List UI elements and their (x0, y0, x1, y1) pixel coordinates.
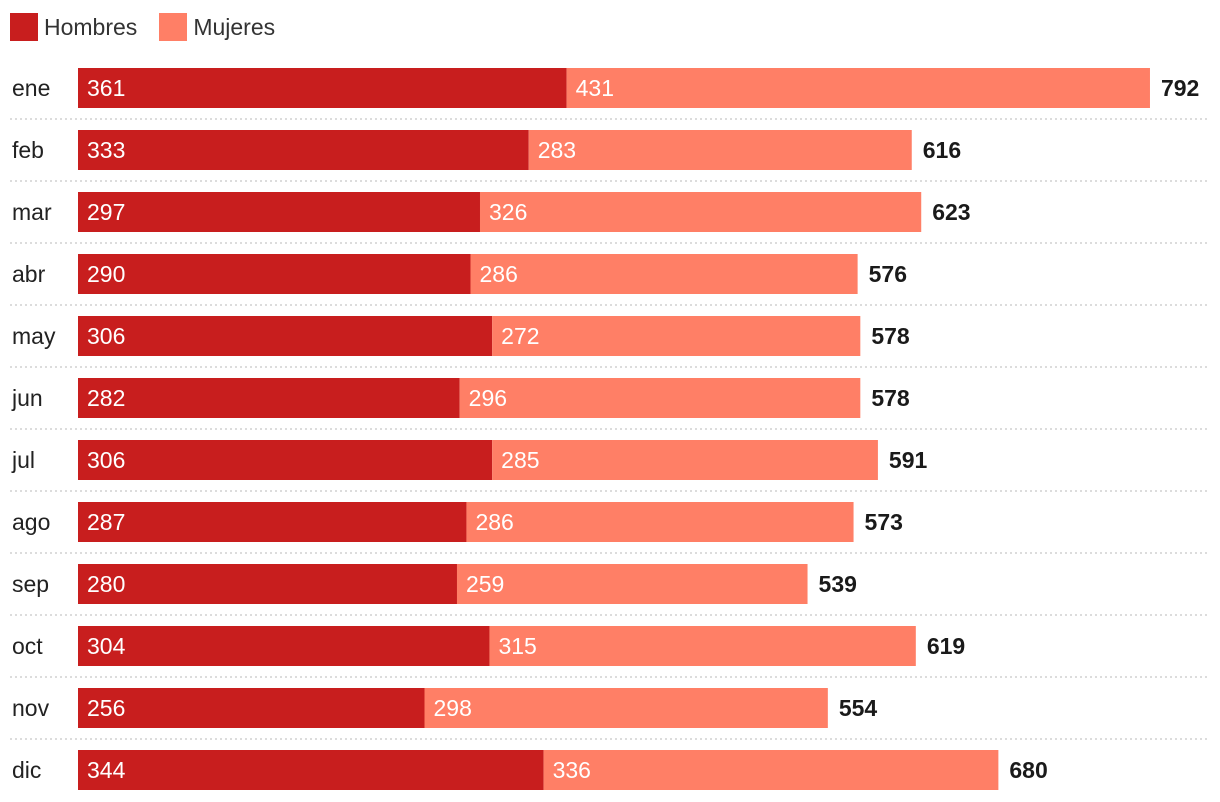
legend-item-hombres: Hombres (10, 13, 137, 41)
total-label-feb: 616 (923, 137, 961, 163)
value-label-mujeres-oct: 315 (498, 633, 536, 659)
category-label-feb: feb (12, 137, 44, 163)
legend-swatch-mujeres (159, 13, 188, 41)
bar-mujeres-jun (459, 378, 861, 418)
bar-mujeres-sep (456, 564, 808, 604)
legend-label-hombres: Hombres (44, 13, 138, 40)
total-label-nov: 554 (839, 695, 878, 721)
total-label-abr: 576 (869, 261, 907, 287)
bar-hombres-jun (78, 378, 460, 418)
value-label-hombres-nov: 256 (87, 695, 125, 721)
bar-mujeres-ago (466, 502, 854, 542)
bar-mujeres-ene (566, 68, 1150, 108)
category-label-ene: ene (12, 75, 50, 101)
bar-mujeres-jul (492, 440, 878, 480)
bar-mujeres-abr (470, 254, 858, 294)
value-label-mujeres-mar: 326 (489, 199, 527, 225)
category-label-abr: abr (12, 261, 46, 287)
category-label-jul: jul (11, 447, 35, 473)
bar-hombres-sep (78, 564, 457, 604)
value-label-hombres-mar: 297 (87, 199, 125, 225)
category-label-may: may (12, 323, 56, 349)
value-label-hombres-jul: 306 (87, 447, 125, 473)
legend: Hombres Mujeres (10, 12, 297, 42)
total-label-oct: 619 (927, 633, 965, 659)
value-label-hombres-ago: 287 (87, 509, 125, 535)
total-label-jun: 578 (871, 385, 910, 411)
bar-mujeres-dic (543, 750, 999, 790)
total-label-ago: 573 (865, 509, 903, 535)
category-label-jun: jun (11, 385, 43, 411)
total-label-ene: 792 (1161, 75, 1199, 101)
value-label-hombres-dic: 344 (87, 757, 126, 783)
value-label-mujeres-nov: 298 (433, 695, 471, 721)
value-label-mujeres-jul: 285 (501, 447, 539, 473)
bar-hombres-nov (78, 688, 425, 728)
total-label-jul: 591 (889, 447, 928, 473)
value-label-mujeres-abr: 286 (480, 261, 518, 287)
value-label-hombres-ene: 361 (87, 75, 125, 101)
category-label-sep: sep (12, 571, 49, 597)
bar-hombres-abr (78, 254, 471, 294)
bar-hombres-dic (78, 750, 544, 790)
value-label-hombres-jun: 282 (87, 385, 125, 411)
value-label-mujeres-ene: 431 (576, 75, 614, 101)
category-label-mar: mar (12, 199, 52, 225)
legend-label-mujeres: Mujeres (193, 13, 276, 40)
bar-hombres-ago (78, 502, 467, 542)
bar-hombres-jul (78, 440, 493, 480)
bar-mujeres-feb (528, 130, 912, 170)
value-label-mujeres-sep: 259 (466, 571, 504, 597)
category-label-dic: dic (12, 757, 41, 783)
category-label-nov: nov (12, 695, 50, 721)
total-label-mar: 623 (932, 199, 970, 225)
value-label-hombres-abr: 290 (87, 261, 125, 287)
category-label-oct: oct (12, 633, 43, 659)
legend-item-mujeres: Mujeres (159, 13, 275, 41)
category-label-ago: ago (12, 509, 50, 535)
value-label-hombres-feb: 333 (87, 137, 125, 163)
bar-mujeres-oct (489, 626, 916, 666)
bar-hombres-mar (78, 192, 480, 232)
total-label-dic: 680 (1009, 757, 1047, 783)
value-label-hombres-sep: 280 (87, 571, 125, 597)
bar-hombres-ene (78, 68, 567, 108)
bar-mujeres-may (492, 316, 861, 356)
bar-mujeres-nov (424, 688, 828, 728)
bar-hombres-oct (78, 626, 490, 666)
value-label-hombres-oct: 304 (87, 633, 126, 659)
bar-hombres-may (78, 316, 493, 356)
legend-swatch-hombres (10, 13, 38, 41)
total-label-may: 578 (871, 323, 910, 349)
value-label-mujeres-feb: 283 (538, 137, 576, 163)
value-label-mujeres-may: 272 (501, 323, 539, 349)
value-label-mujeres-dic: 336 (553, 757, 591, 783)
value-label-mujeres-jun: 296 (469, 385, 507, 411)
bar-mujeres-mar (479, 192, 922, 232)
total-label-sep: 539 (819, 571, 857, 597)
value-label-hombres-may: 306 (87, 323, 125, 349)
value-label-mujeres-ago: 286 (475, 509, 513, 535)
bar-hombres-feb (78, 130, 529, 170)
